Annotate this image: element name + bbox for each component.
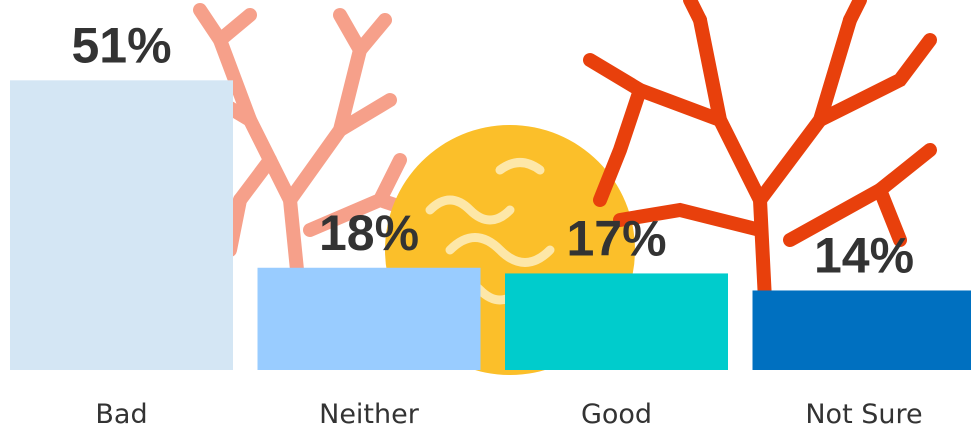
bar <box>10 80 233 370</box>
value-label: 17% <box>566 210 666 266</box>
bar <box>258 268 481 370</box>
x-tick-label: Neither <box>319 399 420 430</box>
value-label: 51% <box>71 17 171 73</box>
chart: 51% Bad 18% Neither 17% Good 14% Not Sure <box>0 0 971 432</box>
bar <box>505 273 728 370</box>
value-label: 18% <box>319 205 419 261</box>
value-label: 14% <box>814 227 914 283</box>
x-tick-label: Bad <box>95 399 147 430</box>
x-tick-label: Good <box>581 399 652 430</box>
x-tick-label: Not Sure <box>805 399 922 430</box>
bar <box>753 290 971 370</box>
